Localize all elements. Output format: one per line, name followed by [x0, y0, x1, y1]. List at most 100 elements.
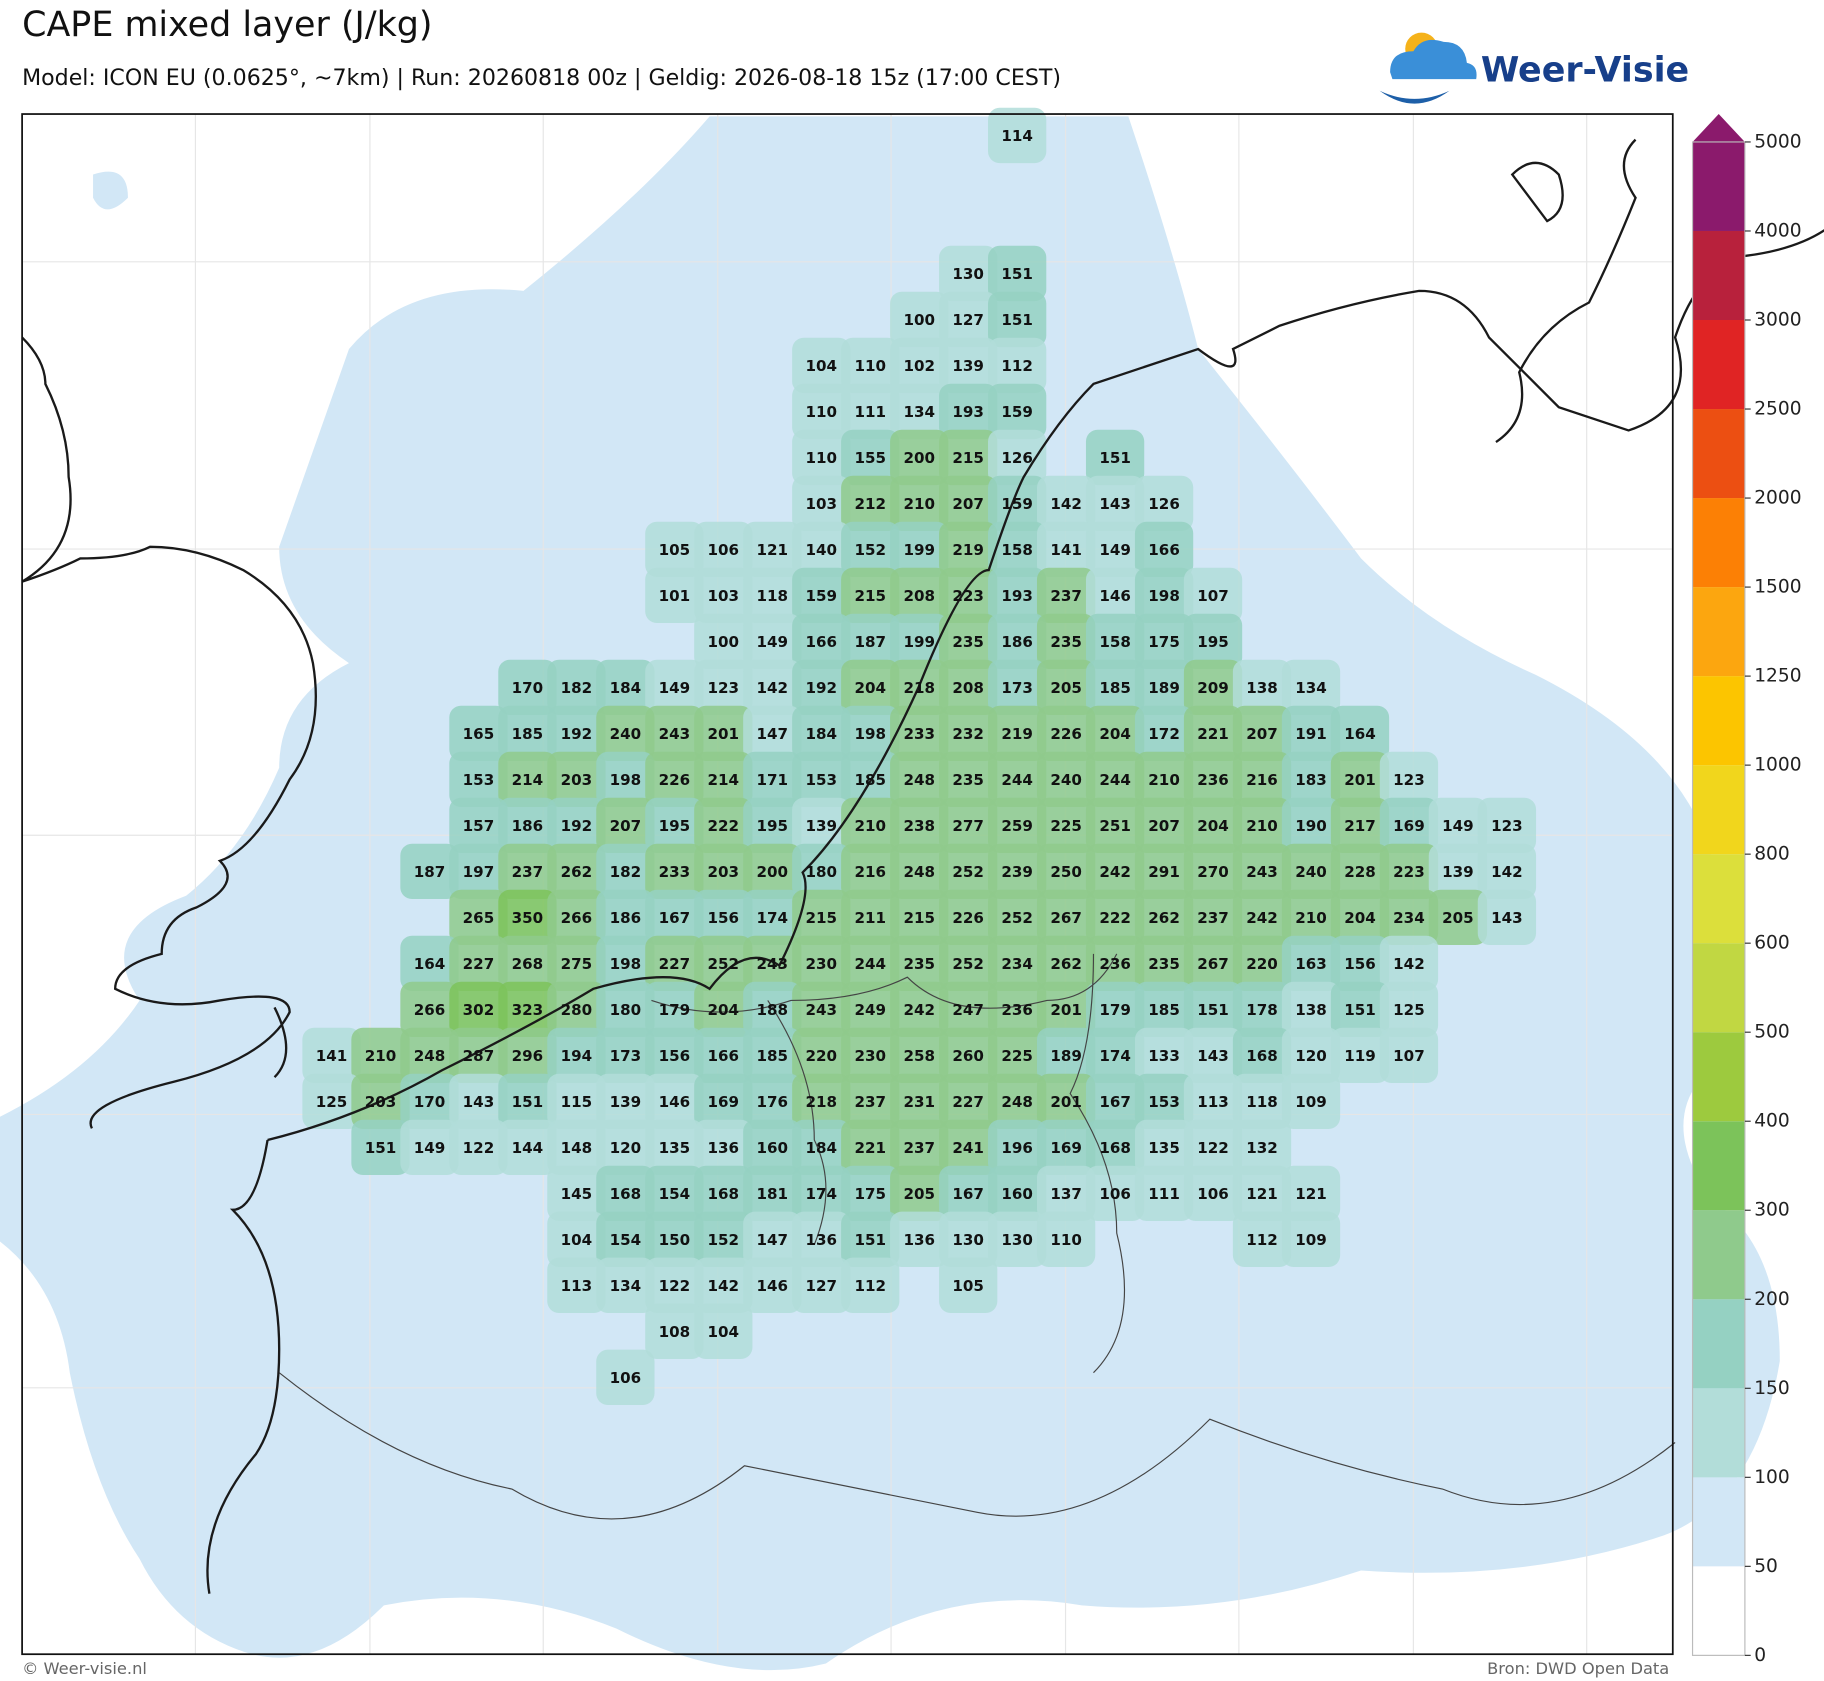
- cape-value: 151: [365, 1139, 397, 1157]
- cape-cell: [792, 613, 851, 670]
- cape-cell: [596, 659, 655, 716]
- cape-cell: [890, 613, 949, 670]
- cape-cell: [890, 1027, 949, 1084]
- cape-cell: [1036, 981, 1096, 1038]
- cape-value: 153: [805, 771, 837, 789]
- cape-value: 220: [1246, 955, 1278, 973]
- cape-value: 192: [561, 725, 593, 743]
- cape-value: 149: [659, 679, 691, 697]
- cape-value: 195: [1197, 633, 1229, 651]
- cape-value: 234: [1393, 909, 1425, 927]
- cape-value: 152: [708, 1231, 740, 1249]
- cape-value: 142: [1393, 955, 1425, 973]
- cape-cell: [841, 981, 900, 1038]
- cape-cell: [988, 889, 1047, 946]
- cape-cell: [1036, 1211, 1096, 1267]
- cape-value: 147: [757, 725, 789, 743]
- cape-cell: [792, 935, 851, 992]
- footer-right: Bron: DWD Open Data: [1487, 1659, 1669, 1678]
- cape-cell: [988, 797, 1047, 854]
- colorbar-tick-label: 300: [1754, 1200, 1790, 1221]
- cape-value: 143: [463, 1093, 495, 1111]
- cape-value: 209: [1197, 679, 1229, 697]
- cape-cell: [792, 475, 851, 532]
- cape-value: 193: [952, 403, 984, 421]
- cape-value: 166: [708, 1047, 740, 1065]
- cape-value: 152: [854, 541, 886, 559]
- cape-value: 143: [1491, 909, 1523, 927]
- cape-value: 236: [1099, 955, 1131, 973]
- cape-value: 185: [512, 725, 544, 743]
- cape-value: 119: [1344, 1047, 1376, 1065]
- colorbar-tick-label: 150: [1754, 1378, 1790, 1399]
- cape-value: 136: [805, 1231, 837, 1249]
- cape-value: 182: [610, 863, 642, 881]
- cape-cell: [890, 935, 949, 992]
- cape-cell: [1183, 705, 1243, 762]
- cape-value: 210: [1148, 771, 1180, 789]
- cape-value: 151: [512, 1093, 544, 1111]
- colorbar-tick-label: 1000: [1754, 755, 1801, 776]
- cape-cell: [1281, 659, 1341, 716]
- cape-value: 158: [1099, 633, 1131, 651]
- colorbar-tick-label: 1500: [1754, 577, 1801, 598]
- cape-cell: [1232, 981, 1292, 1038]
- cape-value: 198: [610, 955, 642, 973]
- cape-value: 248: [903, 771, 935, 789]
- cape-value: 203: [561, 771, 593, 789]
- cape-cell: [890, 843, 949, 900]
- colorbar-tick-label: 100: [1754, 1467, 1790, 1488]
- cape-cell: [1428, 797, 1488, 854]
- cape-value: 122: [1197, 1139, 1229, 1157]
- cape-cell: [841, 429, 900, 486]
- cape-cell: [1134, 1027, 1194, 1084]
- cape-value: 214: [512, 771, 544, 789]
- cape-value: 227: [463, 955, 495, 973]
- colorbar-tick-label: 500: [1754, 1022, 1790, 1043]
- cape-value: 123: [1491, 817, 1523, 835]
- cape-cell: [498, 1119, 557, 1175]
- cape-cell: [743, 705, 802, 762]
- cape-cell: [1085, 1119, 1145, 1175]
- cape-cell: [1183, 1165, 1243, 1221]
- cape-value: 262: [1050, 955, 1082, 973]
- cape-value: 159: [1001, 403, 1033, 421]
- subtitle: Model: ICON EU (0.0625°, ~7km) | Run: 20…: [22, 65, 1061, 91]
- cape-value: 101: [659, 587, 691, 605]
- cape-value: 133: [1148, 1047, 1180, 1065]
- cape-cell: [645, 1211, 704, 1267]
- cape-value: 126: [1148, 495, 1180, 513]
- colorbar-extension: [1692, 114, 1745, 142]
- cape-value: 180: [805, 863, 837, 881]
- cape-cell: [1330, 935, 1390, 992]
- cape-cell: [939, 843, 998, 900]
- cape-value: 149: [1099, 541, 1131, 559]
- cape-value: 248: [1001, 1093, 1033, 1111]
- cape-cell: [1330, 1027, 1390, 1084]
- cape-cell: [1379, 1027, 1439, 1084]
- cape-value: 219: [952, 541, 984, 559]
- colorbar: 0 50 100 150 200 300 400 500 600 800 1000 1250 1500 2…: [1691, 114, 1802, 1666]
- cape-value: 185: [854, 771, 886, 789]
- colorbar-segment: [1692, 943, 1745, 1033]
- cape-cell: [1330, 705, 1390, 762]
- cape-value: 138: [1246, 679, 1278, 697]
- cape-value: 192: [805, 679, 837, 697]
- cape-cell: [939, 1211, 998, 1267]
- cape-cell: [596, 1211, 655, 1267]
- cape-value: 174: [805, 1185, 837, 1203]
- cape-cell: [1134, 843, 1194, 900]
- cape-cell: [449, 751, 508, 808]
- cape-cell: [1330, 843, 1390, 900]
- cape-cell: [988, 935, 1047, 992]
- cape-value: 277: [952, 817, 984, 835]
- cape-value: 243: [757, 955, 789, 973]
- cape-value: 139: [1442, 863, 1474, 881]
- cape-value: 144: [512, 1139, 544, 1157]
- cape-value: 146: [1099, 587, 1131, 605]
- cape-value: 181: [757, 1185, 789, 1203]
- cape-cell: [694, 751, 753, 808]
- cape-value: 132: [1246, 1139, 1278, 1157]
- cape-cell: [645, 843, 704, 900]
- cape-value: 235: [952, 633, 984, 651]
